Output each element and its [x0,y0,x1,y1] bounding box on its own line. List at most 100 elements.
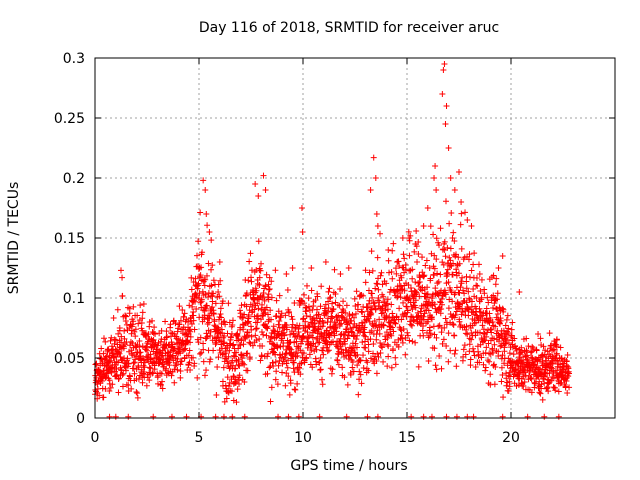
data-point [413,228,420,235]
data-point [512,342,519,349]
data-point [447,347,454,354]
data-point [389,247,396,254]
data-point [256,296,263,303]
data-point [242,334,249,341]
peak-point [456,169,462,175]
data-point [272,267,279,274]
data-point [431,331,438,338]
data-point [107,384,114,391]
data-point [388,269,395,276]
data-point [211,318,218,325]
data-point [235,345,242,352]
data-point [440,336,447,343]
data-point [343,316,350,323]
baseline-point [285,413,292,420]
data-point [115,330,122,337]
data-point [301,300,308,307]
data-point [380,358,387,365]
data-point [237,310,244,317]
peak-point [443,103,450,109]
data-point [458,280,465,287]
data-point [412,297,419,304]
data-point [168,330,175,337]
data-point [273,368,280,375]
data-point [224,344,231,351]
data-point [427,223,434,230]
peak-point [535,331,542,337]
baseline-point [150,413,157,420]
data-point [324,308,331,315]
data-point [377,350,384,357]
data-point [400,251,407,258]
data-point [355,391,362,398]
data-point [468,329,475,336]
data-point [360,292,367,299]
baseline-point [212,413,219,420]
data-point [287,380,294,387]
data-point [370,341,377,348]
data-point [348,328,355,335]
data-point [444,244,451,251]
data-point [130,365,137,372]
baseline-point [420,413,427,420]
data-point [231,353,238,360]
data-point [316,359,323,366]
data-point [405,228,412,235]
data-point [194,285,201,292]
data-point [470,261,477,268]
data-point [188,274,195,281]
data-point [545,388,552,395]
data-point [373,336,380,343]
data-point [325,304,332,311]
data-point [212,341,219,348]
data-point [136,344,143,351]
data-point [212,300,219,307]
data-point [492,364,499,371]
data-point [241,378,248,385]
data-point [146,323,153,330]
peak-point [262,187,269,193]
data-point [420,272,427,279]
data-point [481,337,488,344]
data-point [396,262,403,269]
peak-point [499,253,506,259]
data-point [263,304,270,311]
data-point [489,346,496,353]
data-point [240,341,247,348]
peak-point [432,163,439,169]
data-point [144,347,151,354]
data-point [443,270,450,277]
data-point [386,269,393,276]
data-point [177,317,184,324]
data-point [412,304,419,311]
data-point [531,380,538,387]
data-point [93,360,100,367]
data-point [146,377,153,384]
data-point [323,338,330,345]
data-point [505,325,512,332]
data-point [258,328,265,335]
data-point [266,274,273,281]
data-point [251,306,258,313]
data-point [144,374,151,381]
data-point [317,354,324,361]
data-point [163,365,170,372]
data-point [176,303,183,310]
data-point [450,322,457,329]
data-point [275,321,282,328]
data-point [215,354,222,361]
data-point [198,349,205,356]
data-point [535,382,542,389]
data-point [115,359,122,366]
peak-point [374,223,381,229]
data-point [465,288,472,295]
data-point [439,340,446,347]
data-point [239,360,246,367]
data-point [436,352,443,359]
baseline-point [112,413,119,420]
baseline-point [541,413,548,420]
data-point [190,354,197,361]
data-point [390,240,397,247]
data-point [340,298,347,305]
data-point [329,315,336,322]
